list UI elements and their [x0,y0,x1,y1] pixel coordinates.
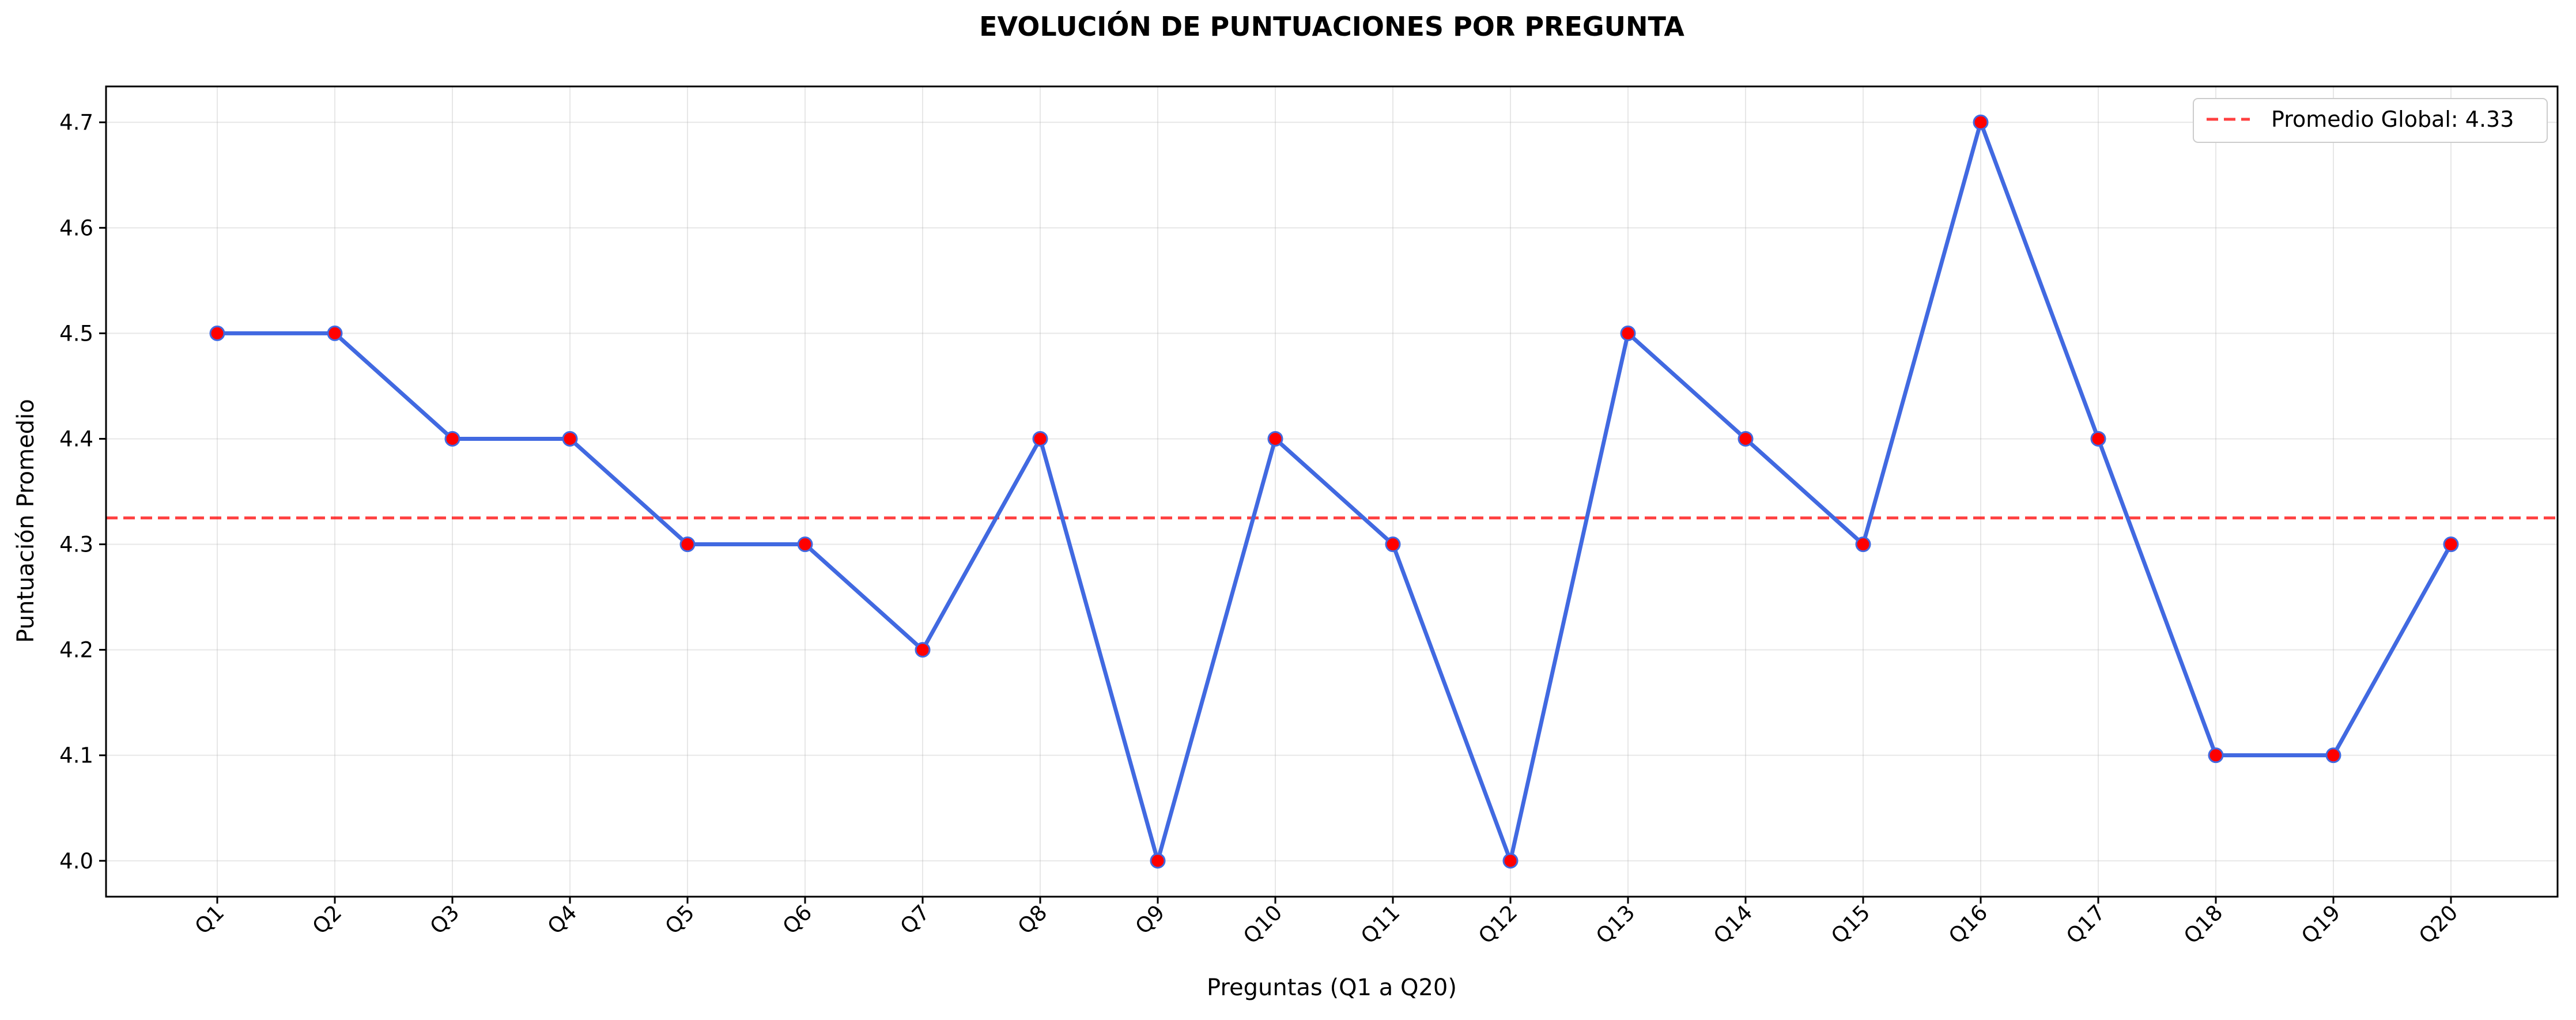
x-tick-label: Q17 [2061,900,2110,949]
y-tick-label: 4.7 [59,110,93,135]
data-point [915,642,931,658]
x-tick-label: Q19 [2297,900,2345,949]
data-point [562,430,578,447]
x-tick-label: Q20 [2414,900,2462,949]
series-group [209,114,2459,869]
data-point [1620,325,1636,341]
data-point [2208,747,2224,764]
data-point [679,537,696,553]
x-tick-label: Q16 [1944,900,1992,949]
data-point [1150,853,1166,869]
legend-label-reference-line: Promedio Global: 4.33 [2271,107,2514,132]
data-point [2325,747,2341,764]
x-tick-label: Q4 [543,900,582,939]
x-tick-label: Q11 [1356,900,1404,949]
y-tick-label: 4.2 [59,638,93,663]
data-point [1855,537,1871,553]
x-tick-label: Q18 [2179,900,2227,949]
x-tick-label: Q3 [425,900,464,939]
data-point [1738,430,1754,447]
x-axis-label: Preguntas (Q1 a Q20) [1207,974,1457,1001]
y-tick-label: 4.6 [59,216,93,240]
data-point [797,537,813,553]
ticks: 4.0 4.1 4.2 4.3 4.4 4.5 4.6 4.7 Q1 Q2 Q3 Q4 Q5 Q6 Q7 Q8… [59,110,2462,949]
chart-title: EVOLUCIÓN DE PUNTUACIONES POR PREGUNTA [979,11,1684,42]
y-axis-label: Puntuación Promedio [13,399,39,643]
x-tick-label: Q15 [1826,900,1875,949]
y-tick-label: 4.0 [59,849,93,874]
data-point [2443,537,2459,553]
data-point [1385,537,1401,553]
x-tick-label: Q5 [660,900,700,939]
x-tick-label: Q2 [308,900,347,939]
y-tick-label: 4.5 [59,321,93,346]
plot-frame [105,85,2559,898]
data-point [444,430,460,447]
x-tick-label: Q1 [190,900,229,939]
data-point [2090,430,2106,447]
data-point [1032,430,1048,447]
x-tick-label: Q9 [1131,900,1170,939]
data-point [327,325,343,341]
legend-box [2193,98,2548,143]
x-tick-label: Q8 [1013,900,1052,939]
data-point [1973,114,1989,130]
series-line [215,120,2453,863]
x-tick-label: Q12 [1474,900,1522,949]
y-tick-label: 4.3 [59,532,93,557]
grid-lines [106,86,2558,897]
axes [105,85,2559,898]
x-tick-label: Q10 [1238,900,1287,949]
legend: Promedio Global: 4.33 [2193,98,2548,143]
data-point [209,325,225,341]
x-tick-label: Q13 [1591,900,1640,949]
y-tick-label: 4.1 [59,743,93,768]
data-point [1267,430,1283,447]
x-tick-label: Q6 [778,900,817,939]
y-tick-label: 4.4 [59,426,93,451]
x-tick-label: Q14 [1709,900,1757,949]
data-point [1502,853,1519,869]
x-tick-label: Q7 [896,900,935,939]
